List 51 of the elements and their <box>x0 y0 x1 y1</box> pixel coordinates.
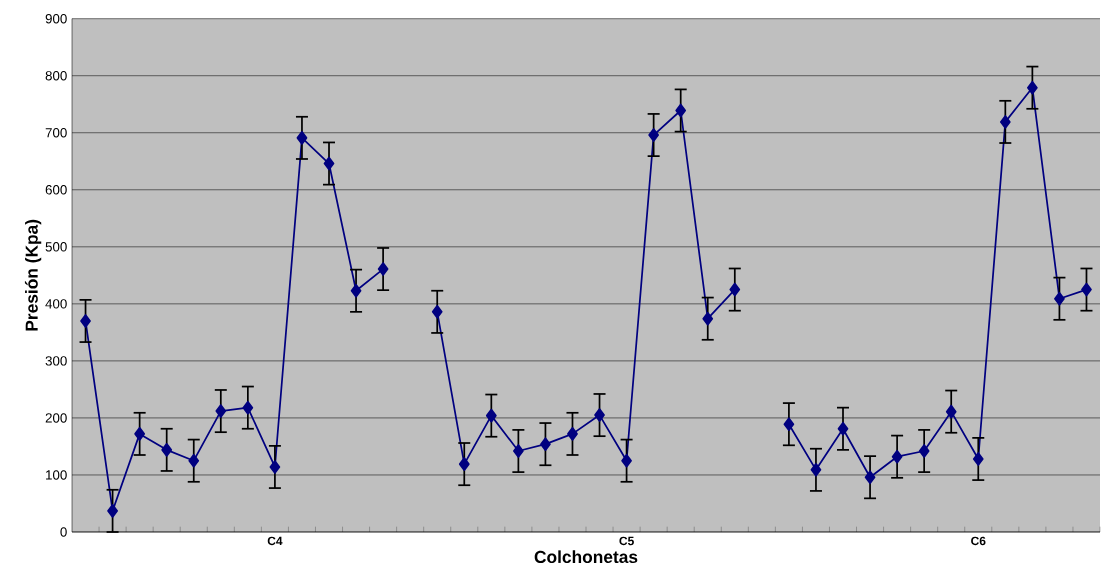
point <box>269 460 281 475</box>
point <box>729 282 741 297</box>
point <box>1081 282 1092 297</box>
point <box>810 463 822 477</box>
point <box>567 427 578 441</box>
point <box>702 311 714 326</box>
point <box>1027 80 1038 95</box>
point <box>864 470 876 485</box>
point <box>675 103 687 118</box>
point <box>242 400 254 415</box>
point <box>323 156 335 171</box>
point <box>837 422 849 436</box>
x-tick-label: C5 <box>619 536 634 546</box>
point <box>891 450 903 464</box>
point <box>188 454 200 468</box>
point <box>431 305 443 319</box>
y-tick-label: 0 <box>60 527 67 537</box>
point <box>945 404 957 419</box>
y-axis-title: Presión (Kpa) <box>24 220 42 331</box>
point <box>540 437 551 452</box>
point <box>80 314 91 328</box>
point <box>377 262 389 277</box>
y-tick-label: 800 <box>45 71 67 81</box>
point <box>972 452 984 467</box>
point <box>107 504 118 518</box>
point <box>513 444 524 459</box>
point <box>594 408 605 423</box>
x-axis-title: Colchonetas <box>534 550 638 564</box>
y-tick-label: 100 <box>46 470 67 480</box>
point <box>296 131 308 145</box>
point <box>621 454 632 468</box>
point <box>999 115 1011 129</box>
y-tick-label: 300 <box>45 356 67 366</box>
point <box>161 443 173 457</box>
point <box>134 427 146 441</box>
y-tick-label: 500 <box>45 242 67 252</box>
y-tick-label: 600 <box>45 185 67 195</box>
point <box>648 128 660 143</box>
x-tick-label: C6 <box>971 536 986 546</box>
point <box>485 408 497 423</box>
x-tick-label: C4 <box>267 536 283 546</box>
y-tick-label: 400 <box>45 299 67 309</box>
point <box>215 404 227 419</box>
point <box>918 444 930 459</box>
y-tick-label: 200 <box>45 413 67 423</box>
point <box>350 284 362 298</box>
y-tick-label: 900 <box>45 14 67 24</box>
y-tick-label: 700 <box>45 128 67 138</box>
point <box>458 457 470 472</box>
point <box>1054 292 1065 306</box>
point <box>783 417 795 432</box>
